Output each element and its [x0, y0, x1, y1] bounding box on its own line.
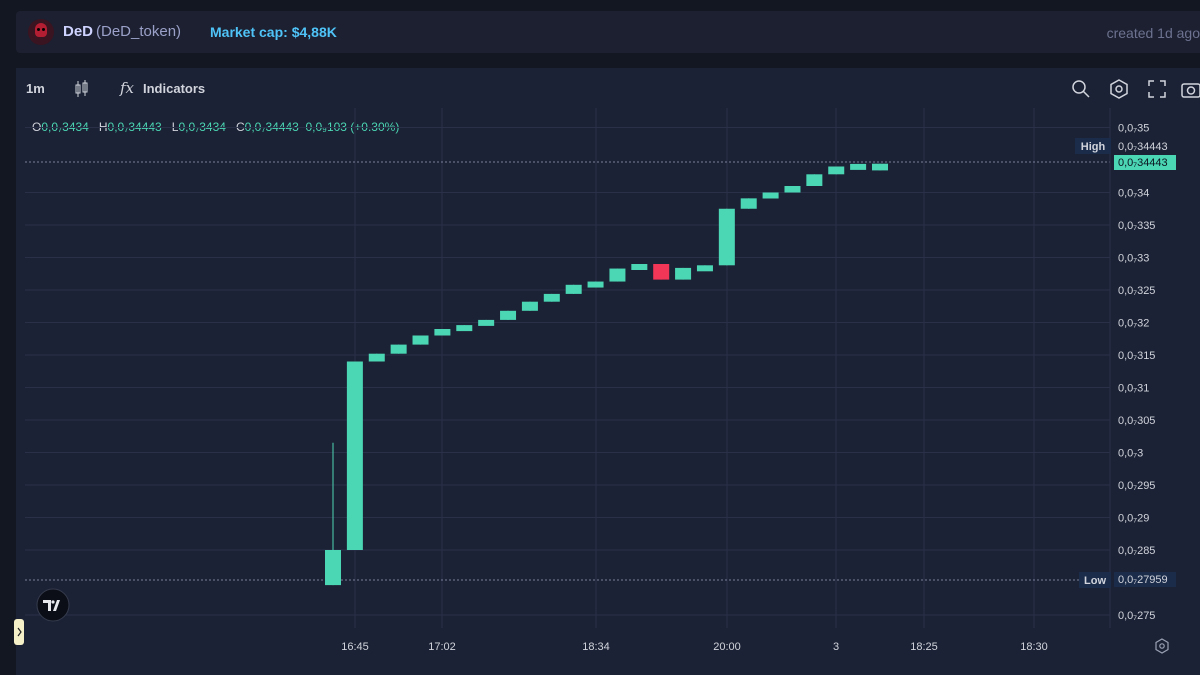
candle-body: [346, 361, 363, 550]
candle-body: [784, 186, 801, 193]
token-name: DeD: [63, 23, 94, 40]
y-tick-label: 0,0₇295: [1118, 480, 1155, 492]
candle-body: [675, 267, 692, 280]
candle-body: [762, 192, 779, 199]
candles: [325, 163, 888, 586]
candle-body: [609, 268, 626, 282]
low-marker-label: Low: [1084, 575, 1106, 587]
x-tick-label: 16:45: [341, 641, 369, 653]
candle-body: [806, 174, 823, 186]
current-price-box: [1114, 155, 1176, 170]
y-tick-label: 0,0₇315: [1118, 350, 1155, 362]
y-tick-label: 0,0₇31: [1118, 383, 1149, 395]
candle-body: [521, 301, 538, 311]
candle-body: [653, 264, 670, 280]
y-tick-label: 0,0₇29: [1118, 513, 1149, 525]
low-marker-value: 0,0₇27959: [1118, 574, 1168, 586]
settings-icon[interactable]: [1108, 78, 1130, 100]
candle-body: [412, 335, 429, 345]
magnifier-icon[interactable]: [1070, 78, 1092, 100]
y-tick-label: 0,0₇32: [1118, 318, 1149, 330]
chart-panel[interactable]: 1m fx Indicators O0,0₇3434 H0,0₇34443 L0…: [16, 68, 1200, 675]
high-marker-value: 0,0₇34443: [1118, 141, 1168, 153]
candle-body: [718, 208, 735, 266]
y-tick-label: 0,0₇33: [1118, 253, 1149, 265]
x-tick-label: 18:30: [1020, 641, 1048, 653]
tradingview-logo[interactable]: [36, 588, 70, 622]
candle-body: [456, 325, 473, 332]
market-cap: Market cap: $4,88K: [210, 24, 337, 40]
x-tick-label: 18:25: [910, 641, 938, 653]
candle-body: [850, 163, 867, 170]
high-marker-box: [1075, 138, 1111, 154]
grid-lines: [25, 108, 1110, 628]
high-marker-label: High: [1081, 141, 1106, 153]
candle-body: [696, 265, 713, 272]
y-tick-label: 0,0₇3: [1118, 448, 1143, 460]
created-time: created 1d ago: [1106, 25, 1200, 41]
price-axis: 0,0₇35 0,0₇34 0,0₇335 0,0₇33 0,0₇325 0,0₇32 0,…: [1118, 123, 1155, 623]
low-value-box: [1114, 572, 1176, 587]
x-tick-label: 20:00: [713, 641, 741, 653]
current-price-label: 0,0₇34443: [1118, 157, 1168, 169]
candle-body: [390, 344, 407, 354]
candle-body: [587, 281, 604, 288]
x-tick-label: 17:02: [428, 641, 456, 653]
y-tick-label: 0,0₇335: [1118, 220, 1155, 232]
x-tick-label: 3: [833, 641, 839, 653]
camera-icon[interactable]: [1180, 78, 1200, 100]
fullscreen-icon[interactable]: [1146, 78, 1168, 100]
fx-icon[interactable]: fx: [120, 79, 135, 97]
candle-body: [325, 550, 341, 586]
token-symbol: (DeD_token): [96, 23, 182, 40]
candle-body: [631, 264, 648, 270]
axis-settings-icon[interactable]: [1155, 638, 1169, 654]
token-header: DeD (DeD_token) Market cap: $4,88K creat…: [16, 11, 1200, 53]
candle-body: [500, 310, 517, 320]
y-tick-label: 0,0₇305: [1118, 415, 1155, 427]
candle-body: [565, 284, 582, 294]
interval-button[interactable]: 1m: [26, 81, 45, 96]
low-marker-box: [1079, 572, 1111, 588]
candle-body: [434, 329, 451, 336]
expand-panel-icon[interactable]: [14, 619, 24, 645]
y-tick-label: 0,0₇35: [1118, 123, 1149, 135]
candle-body: [543, 293, 560, 302]
candles-icon[interactable]: [74, 79, 90, 99]
token-avatar[interactable]: [28, 19, 54, 45]
y-tick-label: 0,0₇34: [1118, 188, 1149, 200]
chart-toolbar: 1m fx Indicators: [16, 68, 1200, 108]
candle-body: [872, 163, 888, 171]
indicators-button[interactable]: Indicators: [143, 81, 206, 96]
candle-body: [368, 353, 385, 362]
y-tick-label: 0,0₇275: [1118, 610, 1155, 622]
candle-body: [478, 319, 495, 326]
y-tick-label: 0,0₇285: [1118, 545, 1155, 557]
time-axis: 16:45 17:02 18:34 20:00 3 18:25 18:30: [341, 641, 1048, 653]
y-tick-label: 0,0₇325: [1118, 285, 1155, 297]
x-tick-label: 18:34: [582, 641, 610, 653]
candle-body: [828, 166, 845, 175]
candle-body: [740, 198, 757, 209]
